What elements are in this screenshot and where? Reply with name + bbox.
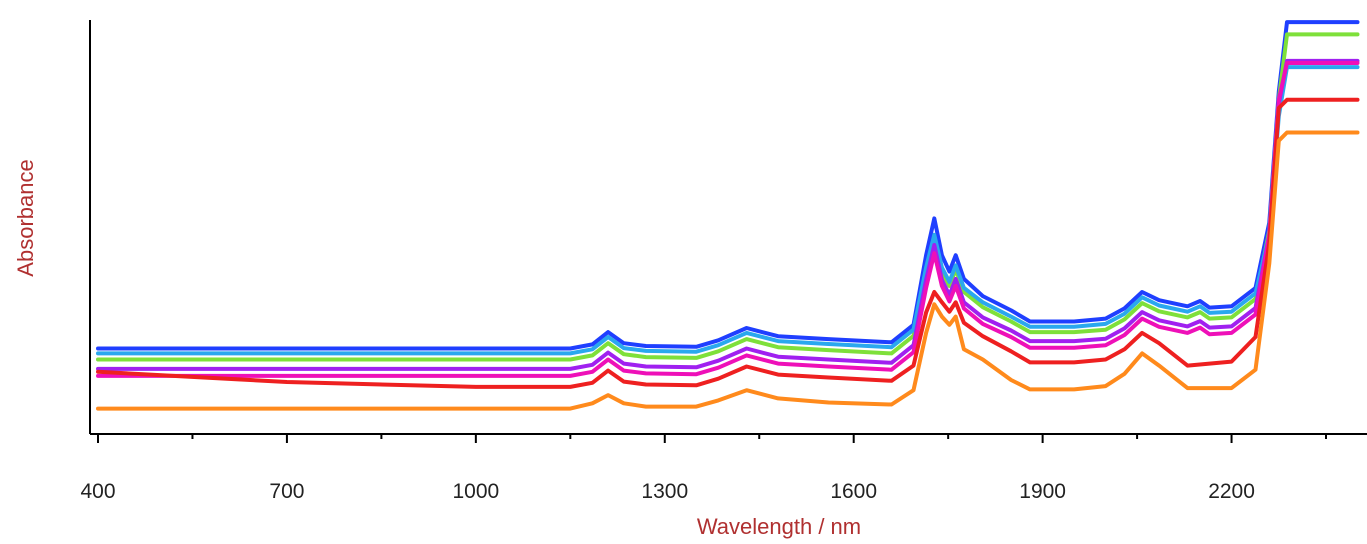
series-line-4 <box>96 58 1360 371</box>
x-tick-label: 2200 <box>1208 480 1255 503</box>
series-line-7 <box>96 130 1360 411</box>
series-line-5 <box>96 61 1360 378</box>
y-axis-title: Absorbance <box>13 159 38 276</box>
series-line-6 <box>96 97 1360 389</box>
series-line-3 <box>96 65 1360 356</box>
x-tick-label: 1900 <box>1019 480 1066 503</box>
x-tick-label: 1600 <box>830 480 877 503</box>
x-axis-title: Wavelength / nm <box>697 514 861 539</box>
x-tick-label: 700 <box>269 480 304 503</box>
series-line-1 <box>96 20 1360 351</box>
x-tick-label: 1300 <box>641 480 688 503</box>
x-tick-label: 400 <box>80 480 115 503</box>
series-line-2 <box>96 32 1360 362</box>
x-tick-label: 1000 <box>452 480 499 503</box>
series-layer <box>96 20 1360 411</box>
x-tick-layer: 400 700 1000 1300 1600 1900 2200 <box>80 434 1328 503</box>
